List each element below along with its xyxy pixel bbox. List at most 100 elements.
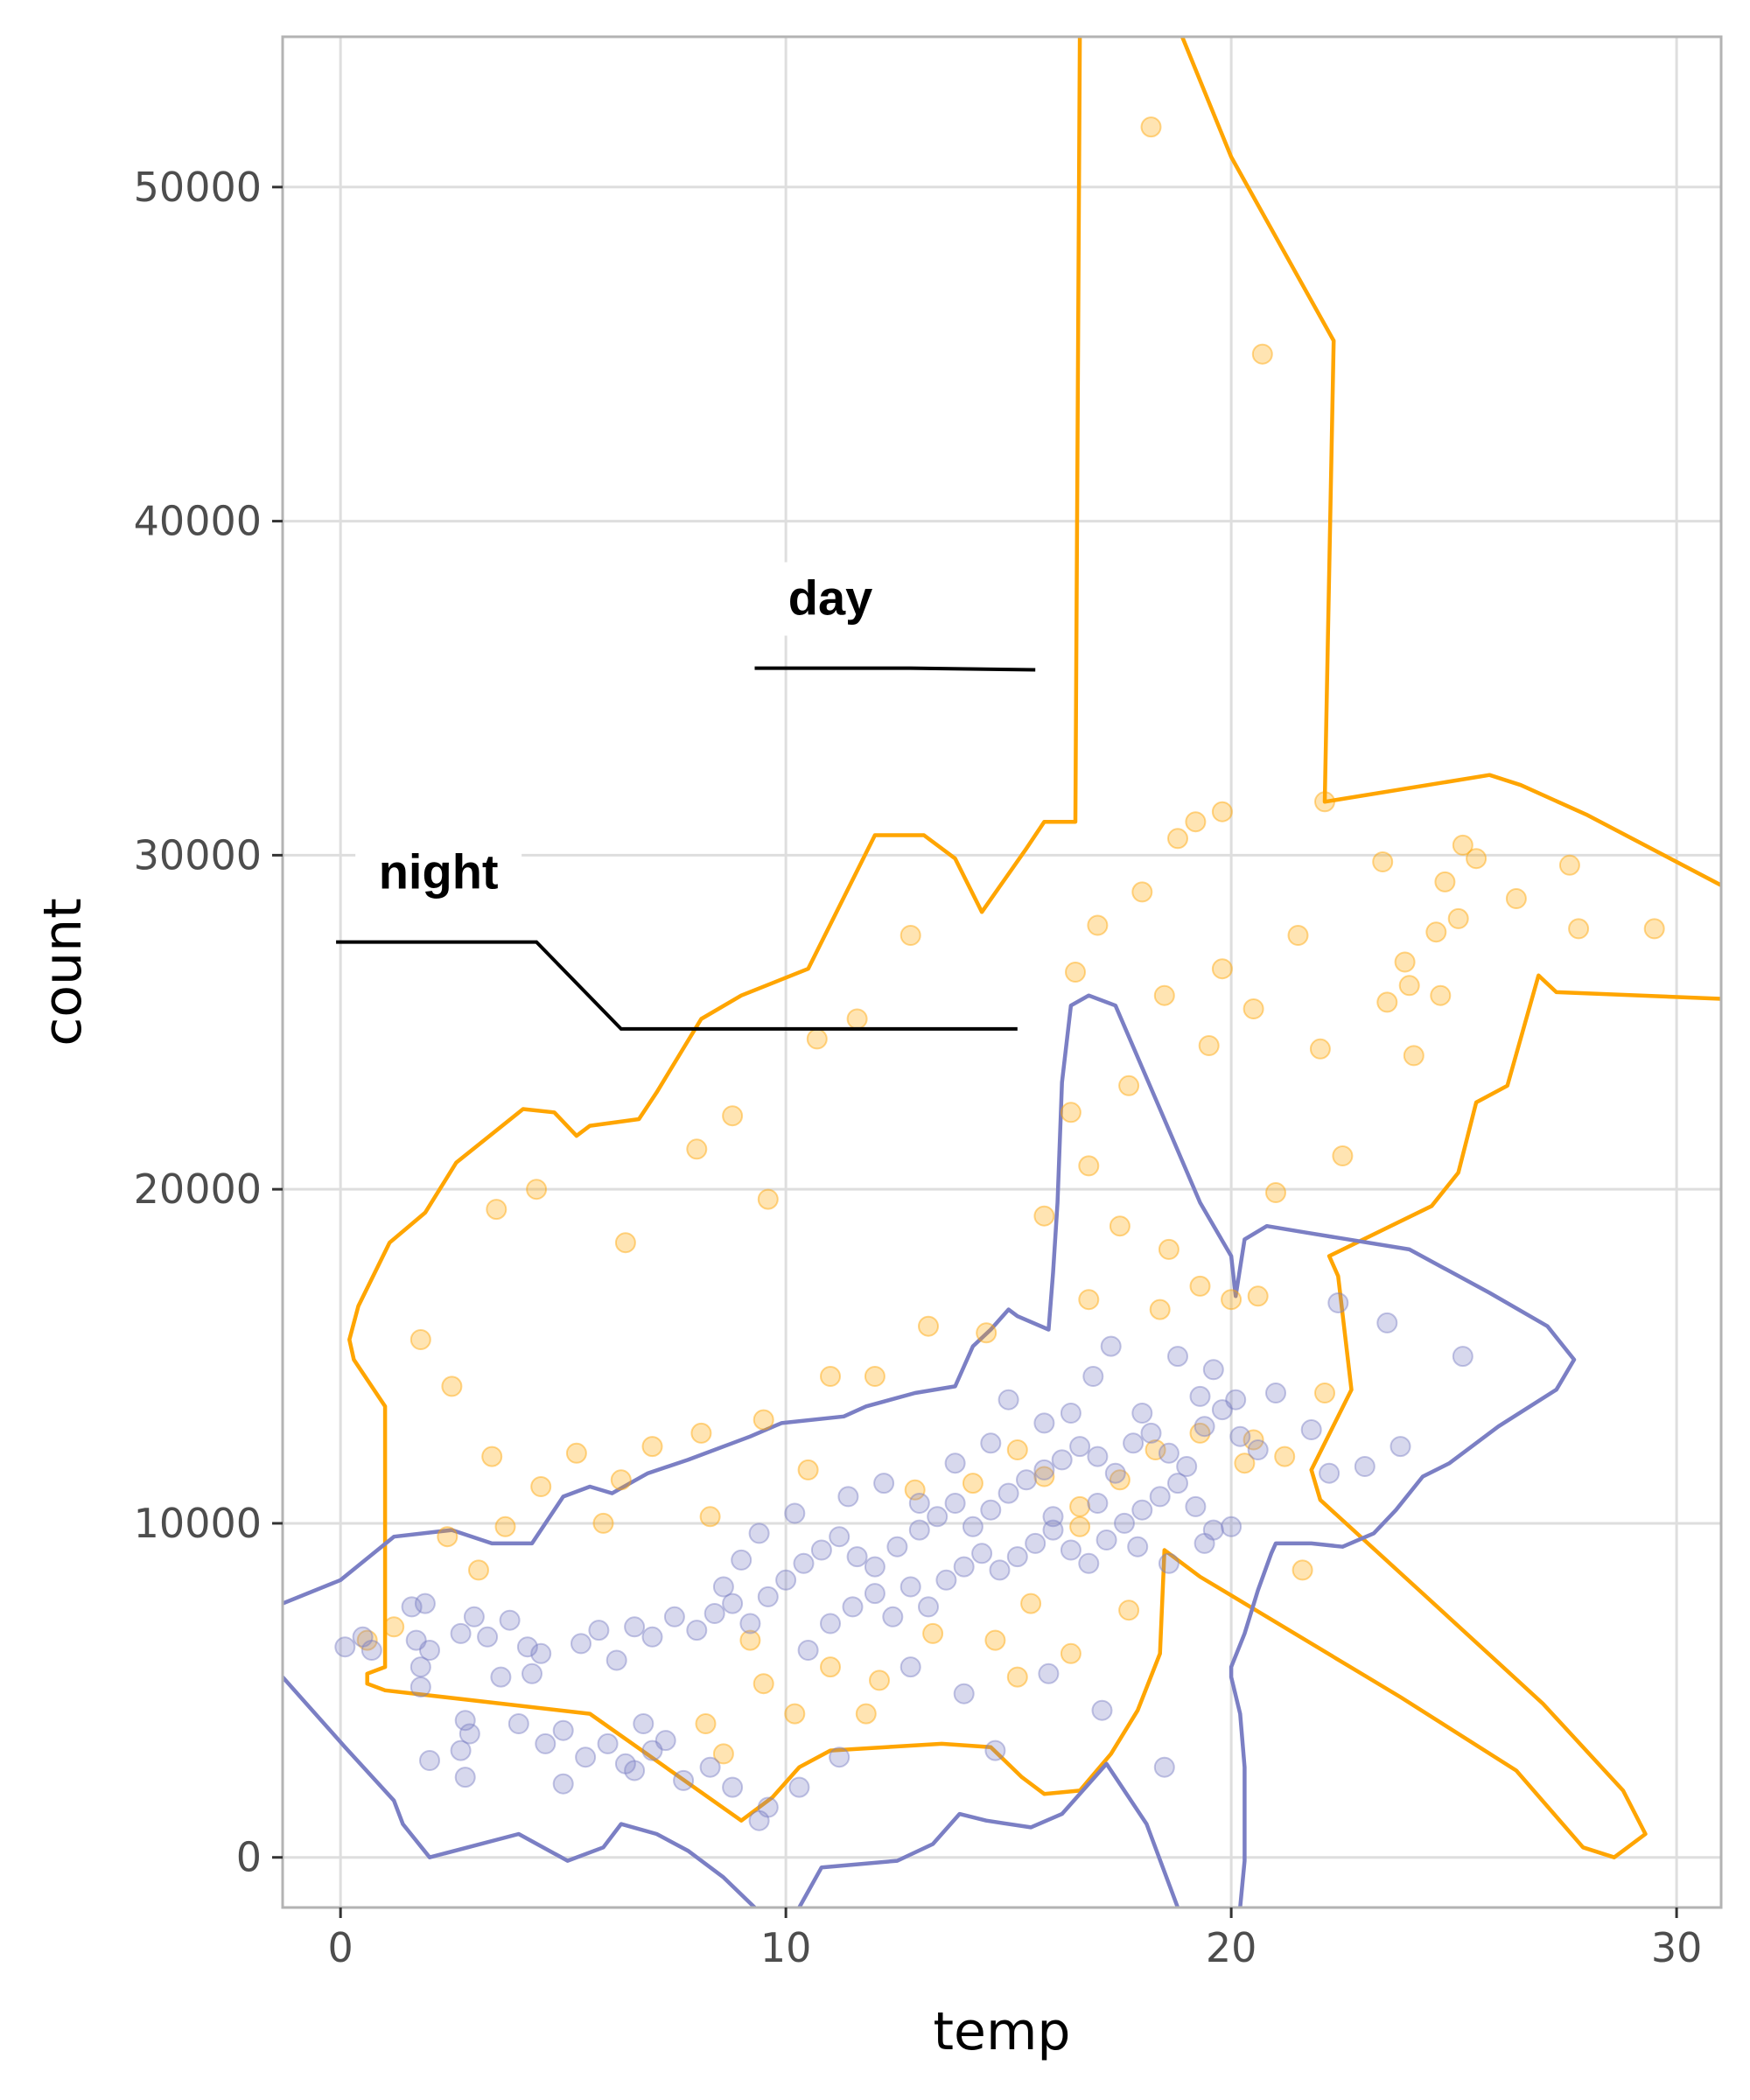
night-point — [757, 1586, 779, 1607]
day-point — [1372, 851, 1394, 872]
day-point — [797, 1459, 819, 1480]
day-outline-top — [1180, 37, 1721, 887]
night-point — [552, 1719, 574, 1741]
night-point — [1087, 1493, 1109, 1514]
night-point — [722, 1592, 744, 1614]
x-tick-label: 30 — [1651, 1924, 1703, 1971]
night-point — [935, 1569, 957, 1591]
night-point — [588, 1620, 610, 1642]
day-point — [1118, 1600, 1140, 1621]
night-point — [641, 1740, 663, 1761]
night-point — [606, 1649, 627, 1671]
day-point — [1033, 1205, 1055, 1227]
night-point — [1300, 1419, 1322, 1440]
x-axis-title: temp — [934, 2001, 1071, 2062]
night-point — [829, 1746, 850, 1768]
night-point — [1202, 1359, 1224, 1381]
day-point — [1060, 1102, 1082, 1124]
night-point — [1189, 1385, 1211, 1407]
night-point — [663, 1606, 685, 1628]
day-point — [699, 1506, 721, 1528]
day-point — [752, 1673, 774, 1695]
day-point — [1332, 1145, 1354, 1166]
night-point — [360, 1640, 382, 1661]
night-point — [927, 1506, 948, 1528]
night-point — [1042, 1519, 1064, 1541]
night-point — [516, 1636, 538, 1658]
day-point — [1309, 1038, 1331, 1060]
day-point — [820, 1366, 841, 1387]
night-point — [1354, 1456, 1376, 1477]
night-point — [405, 1629, 427, 1651]
day-point — [690, 1422, 712, 1444]
night-point — [614, 1753, 636, 1774]
day-point — [526, 1179, 548, 1200]
night-point — [1185, 1495, 1207, 1517]
day-point — [437, 1526, 458, 1548]
night-point — [673, 1769, 695, 1791]
day-point — [1274, 1446, 1296, 1467]
night-point — [1060, 1539, 1082, 1561]
night-point — [699, 1756, 721, 1778]
night-label-background — [355, 836, 522, 910]
night-point — [908, 1493, 930, 1514]
day-point — [468, 1559, 489, 1581]
night-point — [882, 1606, 904, 1628]
day-point — [752, 1409, 774, 1431]
day-point — [918, 1315, 939, 1337]
day-point — [1403, 1045, 1424, 1067]
night-point — [1060, 1403, 1082, 1424]
night-point — [810, 1539, 832, 1561]
night-point — [401, 1596, 423, 1618]
night-point — [1167, 1346, 1188, 1368]
y-tick-label: 20000 — [134, 1166, 262, 1213]
day-point — [1189, 1422, 1211, 1444]
night-point — [552, 1773, 574, 1795]
day-point — [641, 1436, 663, 1458]
day-point — [922, 1622, 944, 1644]
day-point — [984, 1629, 1006, 1651]
day-point — [712, 1743, 734, 1765]
day-point — [1287, 925, 1309, 946]
day-point — [695, 1713, 717, 1734]
day-point — [1131, 881, 1153, 903]
day-point — [1394, 951, 1416, 973]
night-point — [410, 1656, 431, 1678]
night-point — [686, 1620, 708, 1642]
day-point — [1234, 1452, 1256, 1474]
night-point — [1033, 1412, 1055, 1434]
night-point — [624, 1760, 646, 1782]
day-point — [1144, 1439, 1166, 1460]
night-point — [797, 1640, 819, 1661]
night-point — [641, 1626, 663, 1648]
night-point — [1051, 1449, 1073, 1471]
night-point — [419, 1750, 440, 1771]
day-point — [1020, 1592, 1042, 1614]
day-point — [1033, 1466, 1055, 1488]
day-point — [1292, 1559, 1313, 1581]
night-point — [1149, 1486, 1171, 1508]
night-point — [722, 1776, 744, 1798]
night-point — [712, 1576, 734, 1598]
night-point — [508, 1713, 529, 1734]
night-point — [654, 1730, 676, 1752]
day-point — [869, 1670, 890, 1691]
night-point — [419, 1640, 440, 1661]
day-point — [1118, 1074, 1140, 1096]
night-point — [450, 1740, 472, 1761]
day-point — [1060, 1642, 1082, 1664]
axes: 0 10 20 30 0 10000 20000 30000 40000 50000 — [134, 164, 1703, 1971]
day-point — [962, 1473, 984, 1494]
day-point — [806, 1028, 828, 1050]
day-point — [1140, 116, 1162, 138]
day-point — [1065, 962, 1086, 983]
day-point — [383, 1616, 405, 1638]
night-point — [1390, 1436, 1411, 1458]
day-point — [1430, 984, 1452, 1006]
night-point — [454, 1767, 476, 1788]
night-point — [1082, 1366, 1104, 1387]
night-point — [842, 1596, 864, 1618]
night-point — [1229, 1425, 1251, 1447]
night-point — [1225, 1389, 1247, 1410]
